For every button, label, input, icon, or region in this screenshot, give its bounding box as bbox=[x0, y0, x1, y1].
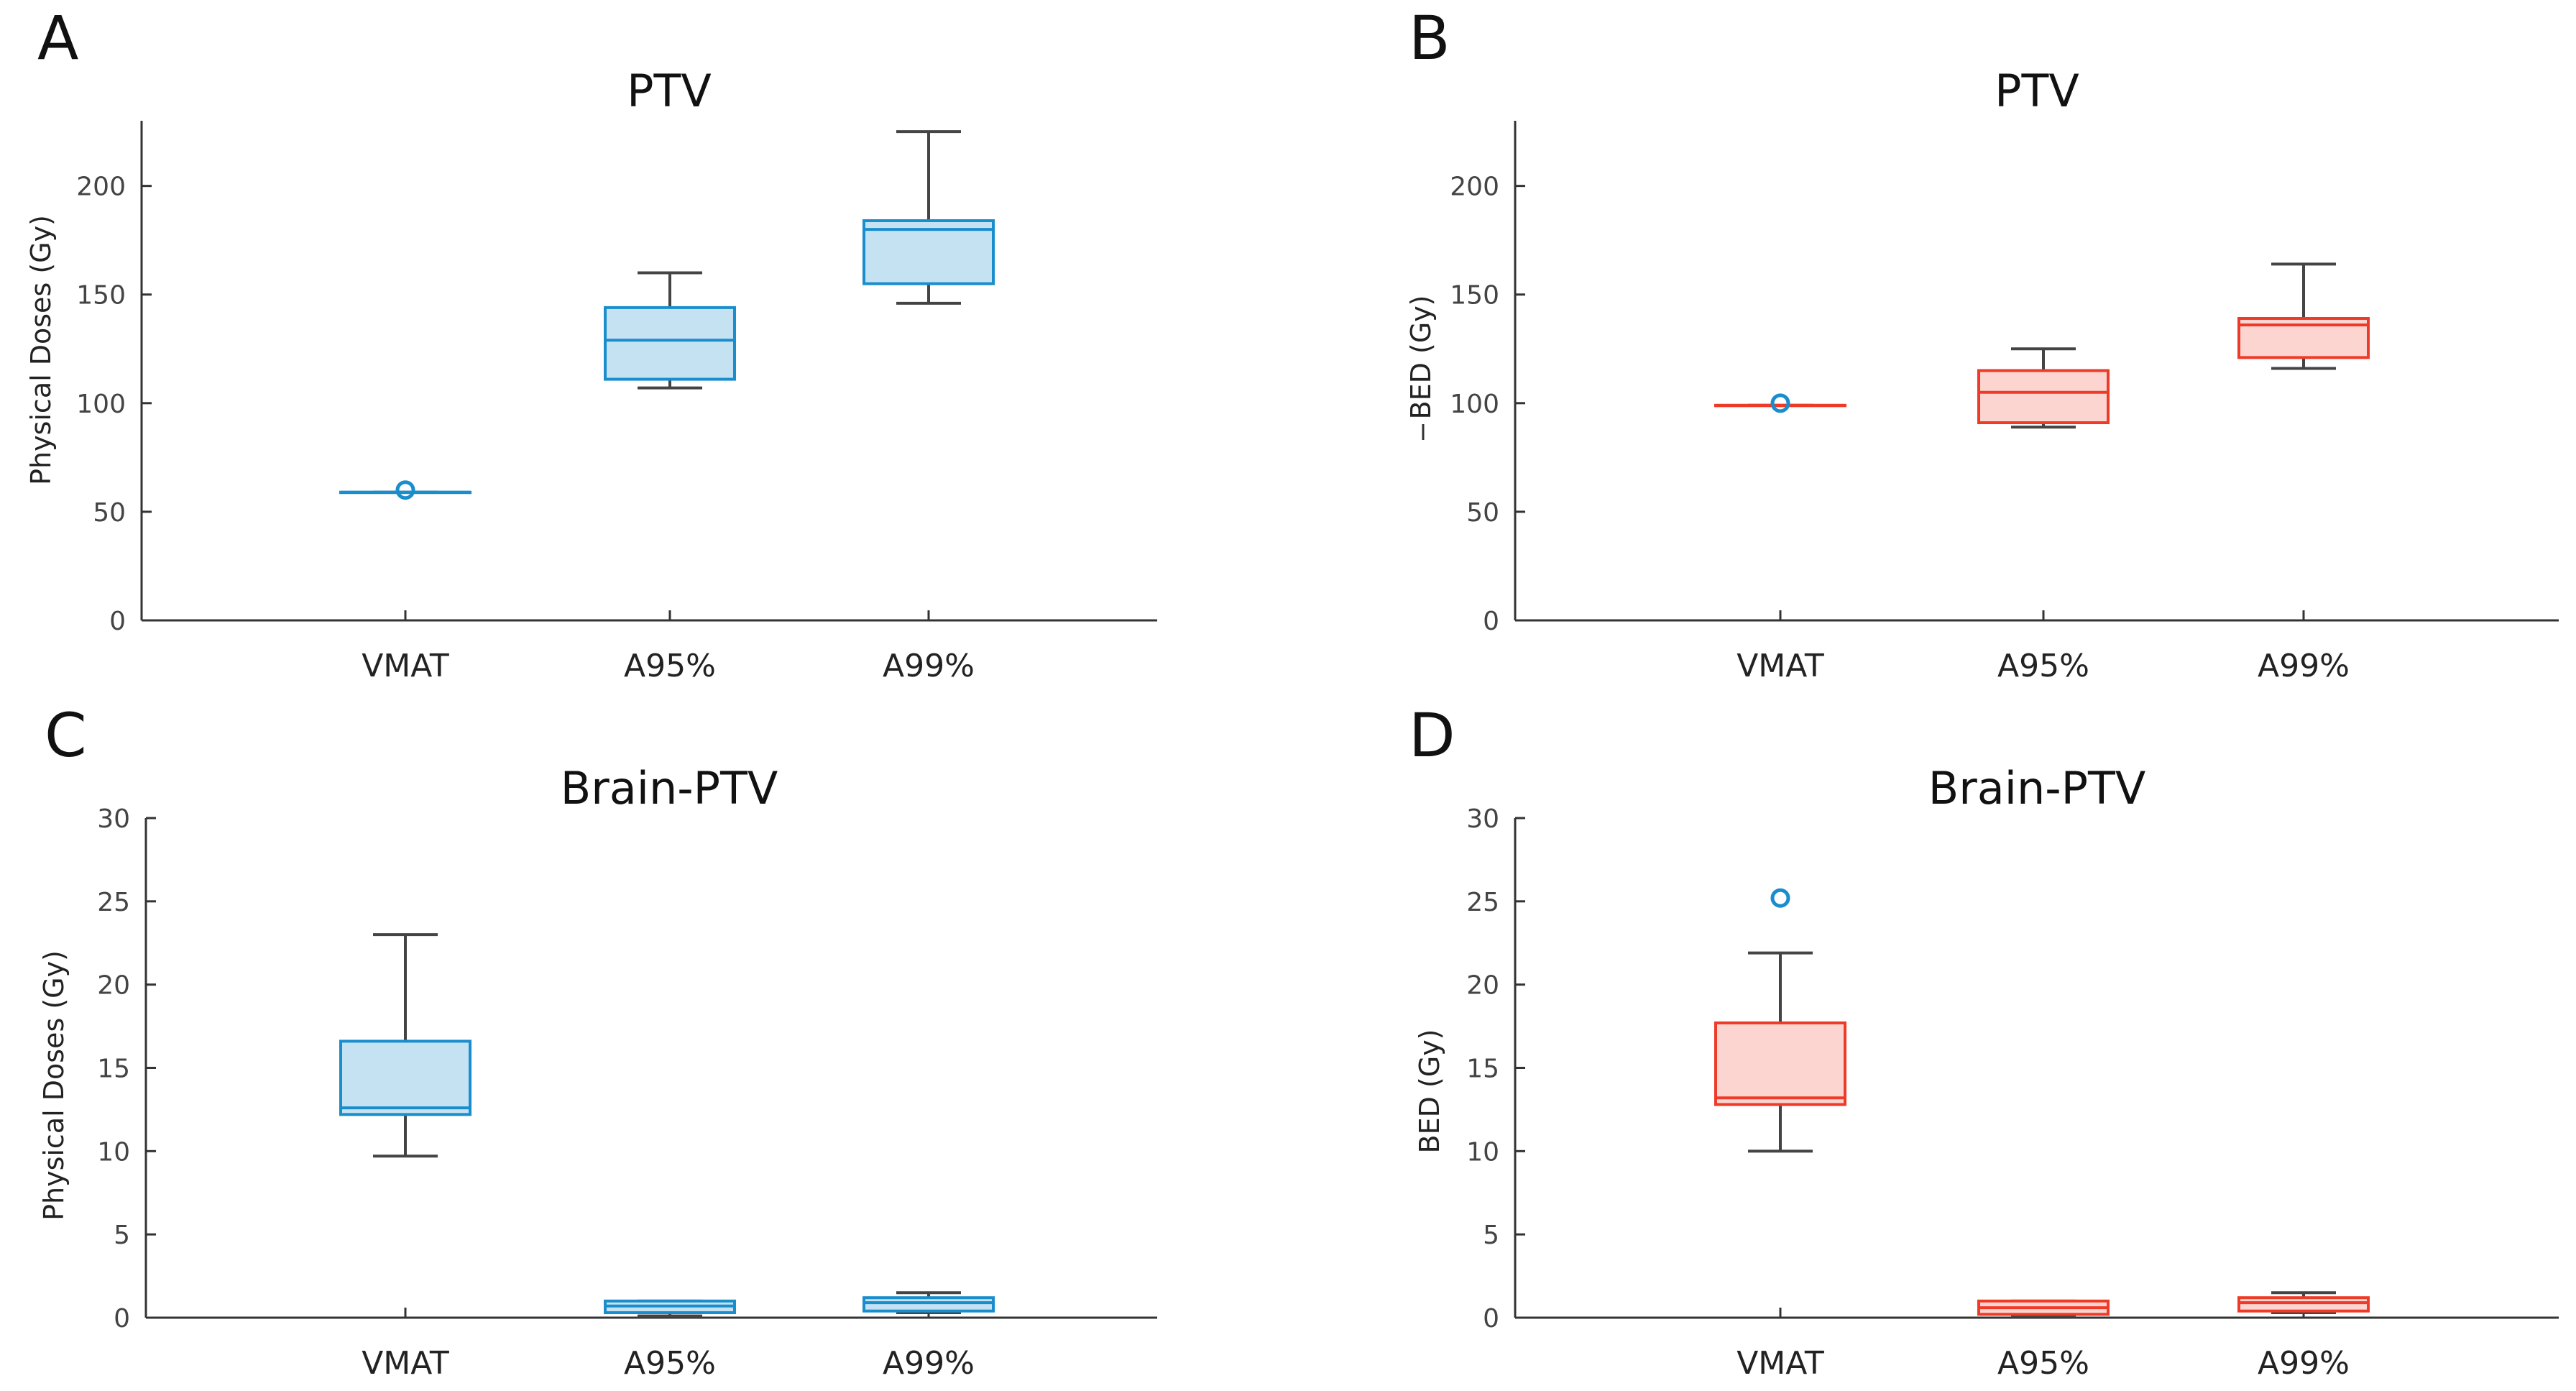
x-tick-label: A99% bbox=[883, 648, 975, 684]
panel-letter-b: B bbox=[1409, 3, 1450, 73]
x-tick-label: VMAT bbox=[1736, 648, 1824, 684]
y-tick-label: 50 bbox=[93, 498, 126, 528]
y-tick-label: 10 bbox=[97, 1137, 130, 1167]
y-tick-label: 100 bbox=[76, 390, 126, 419]
box bbox=[604, 306, 736, 381]
x-tick-label: A95% bbox=[624, 648, 716, 684]
panel-d: D Brain-PTV BED (Gy) 0 5 10 15 20 25 30 VMAT A95… bbox=[1409, 700, 2559, 1382]
box bbox=[1977, 369, 2110, 425]
y-tick-label: 15 bbox=[97, 1055, 130, 1084]
box bbox=[1714, 1021, 1846, 1106]
y-tick-label: 20 bbox=[97, 971, 130, 1001]
y-tick-label: 25 bbox=[97, 888, 130, 917]
y-tick-label: 5 bbox=[1483, 1221, 1499, 1250]
outlier-point bbox=[1770, 393, 1790, 413]
y-tick-label: 150 bbox=[1450, 281, 1499, 311]
box bbox=[339, 1039, 472, 1116]
y-tick-label: 150 bbox=[76, 281, 126, 311]
panel-c: C Brain-PTV Physical Doses (Gy) 0 5 10 15 20… bbox=[38, 700, 1157, 1382]
panel-letter-c: C bbox=[45, 700, 87, 771]
y-tick-label: 5 bbox=[114, 1221, 130, 1250]
x-tick-label: A99% bbox=[2258, 648, 2350, 684]
x-tick-label: VMAT bbox=[1736, 1345, 1824, 1382]
x-tick-label: VMAT bbox=[362, 1345, 449, 1382]
y-tick-label: 0 bbox=[1483, 1304, 1499, 1333]
x-tick-label: VMAT bbox=[362, 648, 449, 684]
y-tick-label: 10 bbox=[1466, 1137, 1499, 1167]
panel-letter-d: D bbox=[1409, 700, 1455, 771]
y-tick-label: 200 bbox=[1450, 173, 1499, 202]
panel-b-title: PTV bbox=[1995, 65, 2079, 117]
y-tick-label: 0 bbox=[109, 607, 126, 636]
box bbox=[862, 1296, 995, 1313]
box bbox=[2237, 1296, 2370, 1313]
panel-d-y-axis-label: BED (Gy) bbox=[1414, 1029, 1445, 1153]
y-tick-label: 200 bbox=[76, 173, 126, 202]
y-tick-label: 0 bbox=[114, 1304, 130, 1333]
panel-d-plot: 0 5 10 15 20 25 30 VMAT A95% A99% bbox=[1466, 804, 2559, 1382]
panel-c-plot: 0 5 10 15 20 25 30 VMAT A95% A99% bbox=[97, 804, 1157, 1382]
y-tick-label: 100 bbox=[1450, 390, 1499, 419]
panel-c-y-axis-label: Physical Doses (Gy) bbox=[38, 950, 70, 1221]
x-tick-label: A95% bbox=[624, 1345, 716, 1382]
x-tick-label: A99% bbox=[2258, 1345, 2350, 1382]
outlier-point bbox=[1770, 888, 1790, 908]
panel-b-y-axis-label: BED (Gy) bbox=[1405, 295, 1437, 419]
x-tick-label: A95% bbox=[1997, 648, 2089, 684]
box bbox=[862, 219, 995, 285]
panel-a-y-axis-label: Physical Doses (Gy) bbox=[25, 215, 57, 485]
y-tick-label: 0 bbox=[1483, 607, 1499, 636]
y-tick-label: 30 bbox=[1466, 804, 1499, 834]
panel-d-title: Brain-PTV bbox=[1928, 762, 2146, 814]
y-tick-label: 50 bbox=[1466, 498, 1499, 528]
panel-b-plot: 0 50 100 150 200 VMAT A95% A99% bbox=[1450, 121, 2559, 684]
panel-a-title: PTV bbox=[627, 65, 712, 117]
x-tick-label: A99% bbox=[883, 1345, 975, 1382]
panel-c-title: Brain-PTV bbox=[561, 762, 778, 814]
y-tick-label: 30 bbox=[97, 804, 130, 834]
outlier-point bbox=[395, 480, 415, 500]
panel-a-plot: 0 50 100 150 200 VMAT A95% A99% bbox=[76, 121, 1157, 684]
panel-b: B PTV BED (Gy) 0 50 100 150 200 VMAT A95% A99% bbox=[1405, 3, 2559, 684]
y-tick-label: 20 bbox=[1466, 971, 1499, 1001]
x-tick-label: A95% bbox=[1997, 1345, 2089, 1382]
y-tick-label: 25 bbox=[1466, 888, 1499, 917]
panel-a: A PTV Physical Doses (Gy) 0 50 100 150 200 VM… bbox=[25, 3, 1157, 684]
panel-letter-a: A bbox=[37, 3, 78, 73]
y-tick-label: 15 bbox=[1466, 1055, 1499, 1084]
